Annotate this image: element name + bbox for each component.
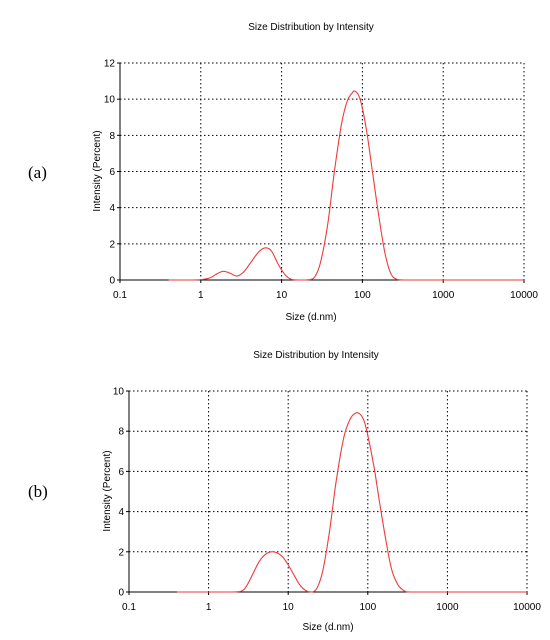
plot-area: 0.1 1 10 100 1000 10000 0 2 4 6 8 10 (113, 387, 541, 614)
grid (119, 62, 525, 281)
x-axis-label: Size (d.nm) (285, 312, 336, 323)
y-tick-label: 4 (118, 507, 124, 518)
plot-area: 0.1 1 10 100 1000 10000 0 2 4 6 8 10 12 (104, 59, 538, 302)
x-tick-label: 10000 (513, 602, 541, 613)
y-tick-label: 12 (104, 59, 116, 70)
x-tick-label: 1 (198, 290, 204, 301)
x-tick-label: 10 (276, 290, 288, 301)
x-tick-label: 100 (359, 602, 376, 613)
y-axis-label: Intensity (Percent) (102, 450, 113, 531)
y-tick-label: 10 (113, 387, 125, 398)
y-tick-label: 2 (109, 239, 115, 250)
y-tick-label: 4 (109, 203, 115, 214)
y-tick-label: 6 (118, 467, 124, 478)
x-tick-label: 1 (206, 602, 212, 613)
grid (128, 390, 528, 593)
y-tick-label: 0 (109, 276, 115, 287)
y-tick-label: 6 (109, 167, 115, 178)
y-tick-label: 8 (109, 131, 115, 142)
y-tick-label: 2 (118, 547, 124, 558)
x-tick-label: 0.1 (113, 290, 127, 301)
y-tick-label: 10 (104, 95, 116, 106)
x-axis-label: Size (d.nm) (302, 622, 353, 633)
intensity-series-line (168, 90, 524, 281)
chart-title: Size Distribution by Intensity (248, 22, 374, 33)
x-tick-label: 1000 (436, 602, 459, 613)
chart-title: Size Distribution by Intensity (253, 350, 379, 361)
intensity-series-line (176, 412, 527, 593)
x-tick-label: 10 (283, 602, 295, 613)
x-tick-label: 0.1 (122, 602, 136, 613)
y-axis-label: Intensity (Percent) (92, 130, 103, 211)
panel-label: (a) (28, 163, 47, 182)
x-tick-label: 100 (354, 290, 371, 301)
y-tick-label: 0 (118, 588, 124, 599)
chart-panel-a: Size Distribution by Intensity (a) Size … (28, 22, 538, 323)
chart-panel-b: Size Distribution by Intensity (b) Size … (28, 350, 541, 633)
y-tick-label: 8 (118, 427, 124, 438)
panel-label: (b) (28, 482, 48, 501)
x-tick-label: 1000 (432, 290, 455, 301)
x-tick-label: 10000 (510, 290, 538, 301)
